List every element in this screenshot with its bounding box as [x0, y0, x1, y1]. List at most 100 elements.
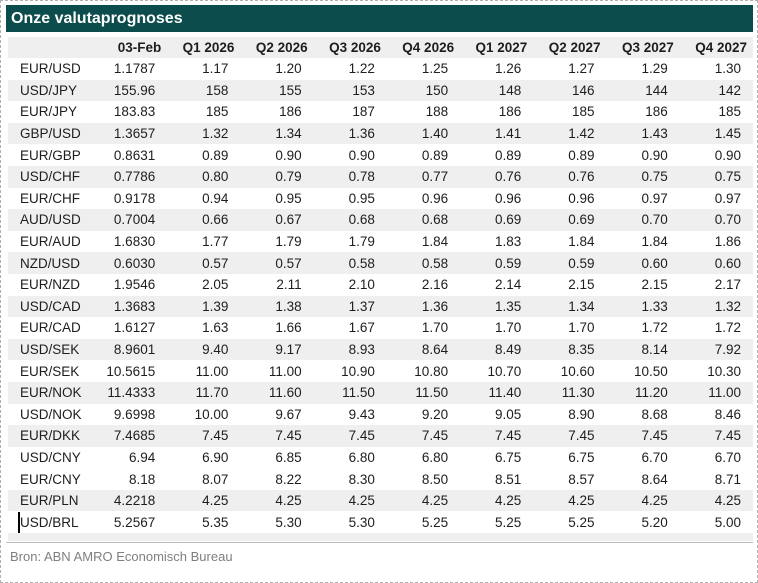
value-cell: 0.94 — [202, 190, 229, 206]
value-cell: 6.75 — [495, 449, 522, 465]
value-cell: 0.89 — [202, 147, 229, 163]
value-cell: 1.27 — [568, 61, 595, 77]
value-cell: 0.80 — [167, 165, 241, 188]
value-cell: 1.63 — [202, 320, 229, 336]
value-cell: 0.60 — [606, 252, 680, 274]
value-cell: 155.96 — [94, 79, 168, 102]
value-cell: 2.11 — [276, 277, 302, 293]
table-row: EUR/GBP 0.8631 0.89 0.90 0.90 0.89 0.89 0.89 0.9… — [8, 144, 753, 166]
value-cell: 7.4685 — [94, 425, 168, 447]
value-cell: 4.25 — [240, 489, 314, 512]
currency-pair-cell: AUD/USD — [8, 209, 94, 231]
value-cell: 5.20 — [641, 514, 668, 530]
column-header: Q1 2027 — [460, 37, 534, 58]
value-cell: 5.25 — [421, 514, 449, 530]
value-cell: 0.89 — [568, 147, 595, 163]
value-cell: 4.2218 — [94, 489, 168, 512]
table-row: EUR/NOK 11.4333 11.70 11.60 11.50 11.50 11.40 1… — [8, 381, 753, 404]
value-cell: 5.25 — [568, 514, 595, 530]
value-cell: 1.25 — [421, 61, 449, 77]
value-cell: 186 — [645, 104, 668, 120]
table-row: USD/NOK 9.6998 10.00 9.67 9.43 9.20 9.05 8.90 8.… — [8, 404, 753, 426]
value-cell: 5.25 — [495, 514, 522, 530]
currency-pair-cell: USD/BRL — [20, 514, 79, 530]
value-cell: 5.30 — [348, 514, 375, 530]
value-cell: 1.17 — [202, 61, 229, 77]
value-cell: 11.4333 — [94, 381, 168, 404]
value-cell: 150 — [386, 79, 461, 102]
currency-pair-cell: EUR/CHF — [20, 190, 80, 206]
value-cell: 11.00 — [195, 363, 229, 379]
value-cell: 8.07 — [202, 471, 229, 487]
value-cell: 1.37 — [313, 295, 387, 318]
value-cell: 0.77 — [386, 165, 461, 188]
value-cell: 1.20 — [275, 61, 302, 77]
currency-pair-cell: EUR/SEK — [20, 363, 80, 379]
value-cell: 10.70 — [487, 363, 522, 379]
value-cell: 0.95 — [348, 190, 375, 206]
value-cell: 155 — [240, 79, 314, 102]
value-cell: 7.45 — [606, 425, 680, 447]
value-cell: 1.84 — [568, 234, 595, 250]
column-header: Q3 2027 — [606, 37, 680, 58]
value-cell: 6.70 — [641, 449, 668, 465]
value-cell: 2.15 — [568, 277, 595, 293]
currency-pair-cell: EUR/DKK — [8, 425, 94, 447]
value-cell: 6.85 — [275, 449, 302, 465]
currency-pair-cell: USD/CAD — [8, 295, 94, 318]
value-cell: 0.7786 — [94, 165, 168, 188]
value-cell: 10.90 — [341, 363, 375, 379]
value-cell: 11.30 — [533, 381, 607, 404]
value-cell: 0.7004 — [94, 209, 168, 231]
currency-pair-cell: EUR/AUD — [20, 234, 81, 250]
table-body: EUR/USD 1.1787 1.17 1.20 1.22 1.25 1.26 1.27 1.2… — [8, 58, 753, 533]
value-cell: 1.40 — [386, 122, 461, 145]
value-cell: 1.72 — [641, 320, 668, 336]
value-cell: 0.9178 — [113, 190, 156, 206]
table-row: EUR/CHF 0.9178 0.94 0.95 0.95 0.96 0.96 0.96 0.9… — [8, 188, 753, 210]
table-row: USD/CHF 0.7786 0.80 0.79 0.78 0.77 0.76 0.76 0.7… — [8, 165, 753, 188]
value-cell: 0.90 — [714, 147, 741, 163]
value-cell: 0.90 — [641, 147, 668, 163]
value-cell: 1.66 — [275, 320, 302, 336]
value-cell: 4.25 — [606, 489, 680, 512]
value-cell: 0.95 — [275, 190, 302, 206]
value-cell: 8.51 — [495, 471, 522, 487]
currency-pair-cell: NZD/USD — [8, 252, 94, 274]
value-cell: 7.92 — [679, 338, 753, 361]
value-cell: 7.45 — [240, 425, 314, 447]
value-cell: 10.5615 — [106, 363, 156, 379]
currency-pair-cell: EUR/NOK — [8, 381, 94, 404]
table-row: EUR/CNY 8.18 8.07 8.22 8.30 8.50 8.51 8.57 8.64 8… — [8, 468, 753, 490]
value-cell: 7.45 — [386, 425, 461, 447]
value-cell: 8.64 — [386, 338, 461, 361]
value-cell: 5.35 — [202, 514, 229, 530]
value-cell: 10.30 — [707, 363, 741, 379]
column-header: Q2 2026 — [240, 37, 314, 58]
value-cell: 11.20 — [606, 381, 680, 404]
table-row: GBP/USD 1.3657 1.32 1.34 1.36 1.40 1.41 1.42 1.4… — [8, 122, 753, 145]
value-cell: 146 — [533, 79, 607, 102]
value-cell: 0.97 — [714, 190, 741, 206]
value-cell: 0.89 — [421, 147, 449, 163]
value-cell: 1.6127 — [113, 320, 156, 336]
value-cell: 0.96 — [495, 190, 522, 206]
value-cell: 7.45 — [460, 425, 534, 447]
value-cell: 6.80 — [348, 449, 375, 465]
value-cell: 6.75 — [568, 449, 595, 465]
value-cell: 0.58 — [313, 252, 387, 274]
value-cell: 11.00 — [679, 381, 753, 404]
value-cell: 6.94 — [128, 449, 156, 465]
value-cell: 8.68 — [641, 406, 668, 422]
table-row: USD/SEK 8.9601 9.40 9.17 8.93 8.64 8.49 8.35 8.1… — [8, 338, 753, 361]
value-cell: 0.59 — [460, 252, 534, 274]
value-cell: 1.41 — [460, 122, 534, 145]
value-cell: 0.75 — [679, 165, 753, 188]
value-cell: 8.57 — [568, 471, 595, 487]
table-row: USD/CAD 1.3683 1.39 1.38 1.37 1.36 1.35 1.34 1.3… — [8, 295, 753, 318]
value-cell: 9.6998 — [113, 406, 156, 422]
value-cell: 6.70 — [714, 449, 741, 465]
value-cell: 1.32 — [167, 122, 241, 145]
value-cell: 1.83 — [495, 234, 522, 250]
value-cell: 0.89 — [495, 147, 522, 163]
